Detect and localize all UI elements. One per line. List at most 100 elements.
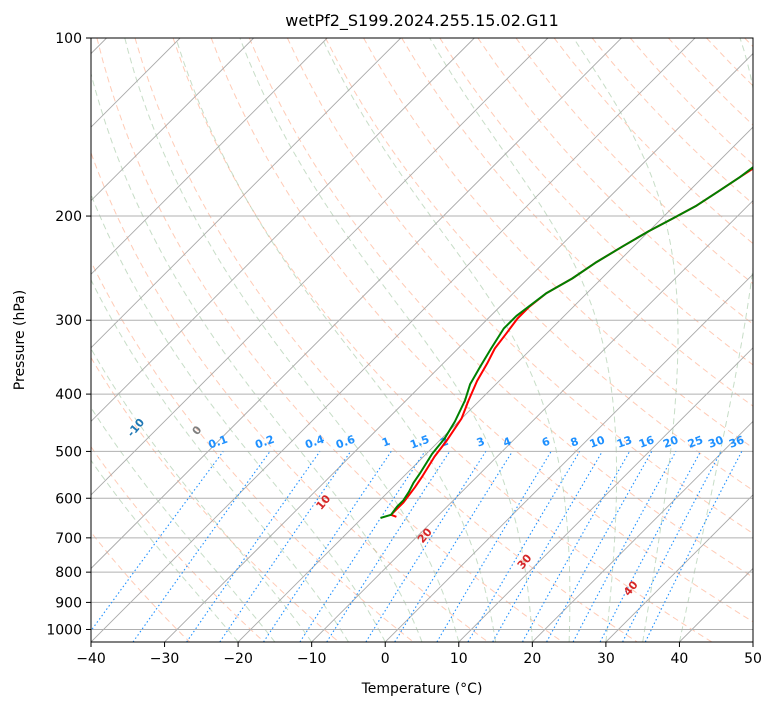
dry-adiabat-line	[91, 356, 340, 642]
mixing-ratio-line	[644, 451, 743, 642]
mixing-ratio-line	[572, 451, 677, 642]
isotherm-line	[91, 38, 402, 349]
dry-adiabat-line	[91, 151, 489, 642]
x-tick-label: 40	[671, 651, 689, 667]
mixing-ratio-line	[219, 451, 352, 642]
y-tick-label: 600	[55, 491, 82, 507]
y-axis-title: Pressure (hPa)	[12, 290, 28, 390]
dry-adiabat-line	[91, 445, 265, 642]
mixing-ratio-label: 0.6	[334, 433, 357, 452]
mixing-ratio-line	[132, 451, 271, 642]
mixing-ratio-line	[91, 451, 224, 632]
y-axis-ticks: 100 200 300 400 500 600 700 800 900 1000	[46, 31, 91, 638]
isotherm-line	[91, 38, 254, 202]
y-tick-label: 900	[55, 595, 82, 611]
mixing-ratio-label: 0.2	[253, 433, 276, 452]
isotherm-line	[164, 52, 753, 642]
x-tick-label: −20	[223, 651, 253, 667]
y-tick-label: 800	[55, 565, 82, 581]
mixing-ratio-label: 0.1	[207, 433, 230, 452]
dewpoint-profile	[380, 166, 753, 519]
moist-adiabat-line	[91, 406, 276, 642]
isotherm-line	[532, 420, 753, 642]
x-tick-label: 30	[597, 651, 615, 667]
mixing-ratio-line	[263, 451, 392, 642]
dry-adiabat-line	[210, 38, 753, 623]
mixing-ratio-line	[394, 451, 513, 642]
x-tick-label: 10	[450, 651, 468, 667]
moist-adiabat-line	[91, 278, 349, 642]
y-tick-label: 1000	[46, 622, 82, 638]
x-tick-label: −40	[76, 651, 106, 667]
mixing-ratio-line	[186, 451, 321, 642]
mixing-ratio-label: 10	[588, 433, 607, 451]
y-tick-label: 700	[55, 531, 82, 547]
x-axis-ticks: −40 −30 −20 −10 0 10 20 30 40 50	[76, 642, 762, 667]
y-tick-label: 400	[55, 387, 82, 403]
moist-adiabat-line	[321, 38, 571, 642]
x-tick-label: 0	[381, 651, 390, 667]
mixing-ratio-label: 25	[686, 433, 705, 450]
isotherm-line	[384, 273, 753, 642]
y-tick-label: 500	[55, 444, 82, 460]
mixing-ratio-label: 6	[540, 435, 552, 450]
moist-adiabat-line	[91, 71, 423, 642]
dry-adiabat-line	[134, 38, 638, 642]
mixing-ratio-label: 13	[615, 433, 634, 450]
x-tick-label: −10	[297, 651, 327, 667]
x-tick-label: −30	[150, 651, 180, 667]
x-tick-label: 20	[523, 651, 541, 667]
dry-adiabat-line	[477, 38, 753, 325]
isotherm-line	[91, 38, 696, 642]
isotherm-line	[91, 38, 622, 570]
plot-frame	[90, 37, 754, 643]
y-tick-label: 200	[55, 209, 82, 225]
mixing-ratio-label: 1.5	[408, 433, 431, 452]
moist-adiabats	[91, 38, 753, 642]
profile-series	[380, 166, 753, 519]
mixing-ratio-label: 4	[501, 435, 513, 450]
mixing-ratio-label: 8	[569, 435, 581, 450]
moist-adiabat-line	[239, 38, 533, 642]
mixing-ratio-line	[522, 451, 631, 642]
pressure-gridlines	[91, 38, 753, 630]
mixing-ratio-label: 0.4	[303, 433, 326, 452]
moist-adiabat-line	[124, 38, 460, 642]
mixing-ratio-label: 36	[727, 433, 746, 451]
mixing-ratio-lines	[91, 451, 743, 642]
mixing-ratio-line	[326, 451, 451, 642]
moist-adiabat-line	[91, 193, 386, 642]
mixing-ratio-label: 30	[706, 433, 725, 451]
moist-adiabat-line	[429, 38, 618, 642]
y-tick-label: 100	[55, 31, 82, 47]
moist-adiabat-line	[175, 38, 497, 642]
moist-adiabat-line	[678, 38, 753, 642]
mixing-ratio-label: 1	[380, 435, 392, 450]
dry-adiabat-line	[401, 38, 753, 407]
isotherm-line	[237, 126, 753, 642]
isotherm-line	[605, 494, 753, 642]
mixing-ratio-label: 16	[637, 433, 656, 451]
moist-adiabat-line	[573, 38, 679, 642]
isotherm-line	[458, 347, 753, 642]
chart-title: wetPf2_S199.2024.255.15.02.G11	[285, 11, 559, 31]
dry-adiabat-line	[439, 38, 753, 366]
y-tick-label: 300	[55, 313, 82, 329]
mixing-ratio-line	[299, 451, 426, 642]
isotherm-line	[311, 200, 753, 642]
mixing-ratio-label: 20	[661, 433, 680, 451]
x-tick-label: 50	[744, 651, 762, 667]
dry-adiabat-line	[172, 38, 713, 642]
isotherm-line	[91, 38, 549, 496]
dry-adiabat-line	[96, 38, 563, 642]
moist-adiabat-line	[91, 459, 239, 642]
mixing-ratio-line	[546, 451, 653, 642]
isotherm-line	[91, 38, 475, 422]
x-axis-title: Temperature (°C)	[361, 681, 483, 697]
dry-adiabat-line	[325, 38, 753, 491]
mixing-ratio-label: 3	[475, 435, 487, 450]
dry-adiabat-line	[248, 38, 753, 578]
skewed-isotherms	[91, 38, 753, 642]
